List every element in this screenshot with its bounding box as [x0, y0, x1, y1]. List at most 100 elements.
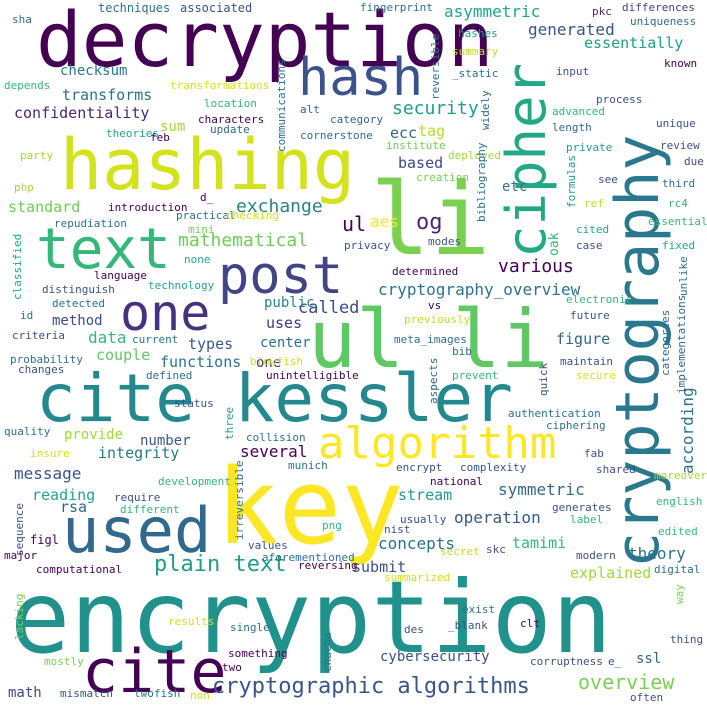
word-communications: communications — [275, 59, 288, 152]
word-maintain: maintain — [560, 355, 613, 368]
word-differences: differences — [622, 1, 695, 14]
word-submit: submit — [352, 558, 407, 576]
word-ecc: ecc — [390, 124, 418, 142]
word-uniqueness: uniqueness — [630, 15, 697, 28]
word-single: single — [230, 621, 270, 634]
word-creation: creation — [416, 171, 469, 184]
word-overview: overview — [578, 670, 675, 694]
word-skc: skc — [486, 543, 506, 556]
word-usually: usually — [400, 513, 447, 526]
word-values: values — [248, 539, 288, 552]
word-cybersecurity: cybersecurity — [380, 649, 490, 665]
word-exchange: exchange — [236, 196, 323, 217]
word-transforms: transforms — [62, 86, 153, 104]
word-update: update — [210, 123, 250, 136]
word-modes: modes — [428, 235, 462, 248]
word-text: text — [36, 217, 171, 282]
word-practical: practical — [176, 209, 236, 222]
word-theory: theory — [628, 544, 686, 563]
word-various: various — [498, 256, 574, 277]
word-feb: feb — [150, 131, 170, 144]
word-tag: tag — [418, 122, 446, 140]
word-mismatch: mismatch — [60, 687, 113, 700]
word-d: d_ — [200, 191, 214, 204]
word-privacy: privacy — [344, 239, 391, 252]
word-private: private — [566, 141, 613, 154]
word-functions: functions — [160, 353, 242, 371]
word-decryption: decryption — [36, 0, 494, 84]
word-static: _static — [452, 67, 499, 80]
word-edited: edited — [658, 525, 698, 538]
word-cryptographic-algorithms: cryptographic algorithms — [212, 674, 530, 699]
word-hashes: hashes — [458, 27, 498, 40]
word-oak: oak — [547, 232, 562, 256]
word-reversing: reversing — [298, 559, 358, 572]
word-digital: digital — [654, 563, 701, 576]
word-deployed: deployed — [448, 149, 501, 162]
word-bibliography: bibliography — [475, 142, 488, 222]
word-prevent: prevent — [452, 369, 499, 382]
word-operation: operation — [454, 508, 541, 527]
word-generated: generated — [528, 20, 615, 39]
word-png: png — [322, 519, 342, 532]
word-essentially: essentially — [584, 34, 684, 52]
word-lacking: lacking — [13, 593, 26, 640]
word-english: english — [656, 495, 703, 508]
word-unintelligible: unintelligible — [266, 369, 359, 382]
word-known: known — [664, 57, 698, 70]
word-third: third — [662, 177, 696, 190]
word-hashing: hashing — [60, 124, 356, 206]
word-non: non — [190, 689, 210, 702]
word-cited: cited — [576, 223, 610, 236]
word-exist: exist — [462, 603, 496, 616]
word-see: see — [598, 173, 618, 186]
word-aforementioned: aforementioned — [262, 551, 355, 564]
word-mini: mini — [188, 223, 215, 236]
word-security: security — [392, 98, 479, 119]
word-bib: bib — [452, 345, 472, 358]
word-cryptography-overview: cryptography_overview — [378, 280, 581, 299]
word-changes: changes — [18, 363, 65, 376]
word-criteria: criteria — [12, 329, 65, 342]
word-theories: theories — [106, 127, 159, 140]
word-rc4: rc4 — [668, 197, 688, 210]
word-categories: categories — [659, 309, 672, 376]
word-pkc: pkc — [592, 5, 612, 18]
word-provide: provide — [64, 427, 124, 443]
word-implementations: implementations — [675, 294, 688, 394]
word-aes: aes — [370, 212, 399, 231]
word-etc: etc — [502, 179, 528, 195]
word-summarized: summarized — [384, 571, 451, 584]
word-nist: nist — [384, 523, 411, 536]
word-center: center — [260, 335, 311, 351]
word-often: often — [630, 691, 664, 704]
word-input: input — [556, 65, 590, 78]
word-ciphering: ciphering — [546, 419, 606, 432]
word-php: php — [14, 181, 34, 194]
word-current: current — [132, 333, 179, 346]
word-technology: technology — [148, 279, 215, 292]
word-unique: unique — [656, 117, 696, 130]
word-process: process — [596, 93, 643, 106]
word-irreversible: irreversible — [233, 460, 246, 540]
word-figure: figure — [556, 330, 611, 348]
word-summary: summary — [452, 45, 499, 58]
word-way: way — [673, 584, 686, 604]
word-figl: figl — [30, 533, 59, 547]
word-key: key — [216, 446, 404, 568]
word-confidentiality: confidentiality — [14, 104, 150, 122]
word-results: results — [168, 615, 215, 628]
word-cipher: cipher — [495, 62, 558, 258]
word-clt: clt — [520, 617, 540, 630]
word-mostly: mostly — [44, 655, 84, 668]
word-alt: alt — [300, 103, 320, 116]
word-two: two — [222, 661, 242, 674]
word-uses: uses — [266, 314, 303, 332]
word-characters: characters — [198, 113, 265, 126]
word-sum: sum — [160, 119, 186, 135]
word-something: something — [228, 647, 288, 660]
word-transformations: transformations — [170, 79, 270, 92]
word-symmetric: symmetric — [498, 480, 585, 499]
word-couple: couple — [96, 346, 151, 364]
